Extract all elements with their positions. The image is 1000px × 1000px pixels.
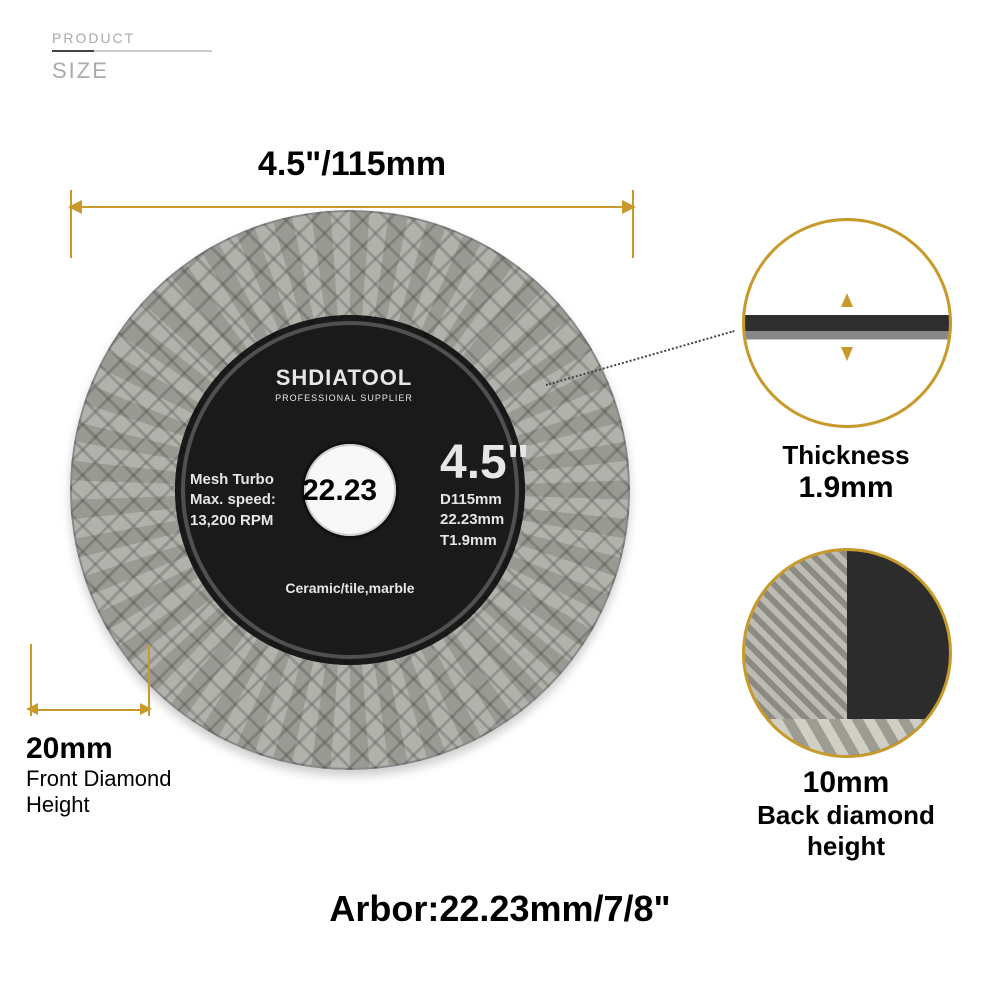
spec-t: T1.9mm [440,531,590,551]
front-height-dimline [26,700,196,720]
brand-name: SHDIATOOL [276,365,413,390]
disc-materials: Ceramic/tile,marble [70,580,630,596]
back-height-value: 10mm [716,766,976,800]
saw-blade-disc: SHDIATOOL PROFESSIONAL SUPPLIER Mesh Tur… [70,210,630,770]
spec-d: D115mm [440,490,590,510]
spec-diameter-in: 4.5" [440,436,529,489]
detail-thickness-circle [742,218,952,428]
spec-maxspeed-value: 13,200 RPM [190,512,273,529]
header: PRODUCT SIZE [52,30,212,84]
thickness-caption: Thickness 1.9mm [716,440,976,505]
detail-back-height-circle [742,548,952,758]
disc-right-spec: 4.5" D115mm 22.23mm T1.9mm [440,435,590,551]
up-arrow-icon [841,293,853,307]
header-category: PRODUCT [52,30,212,52]
back-height-label: Back diamond height [716,800,976,862]
down-arrow-icon [841,347,853,361]
disc-illustration: SHDIATOOL PROFESSIONAL SUPPLIER Mesh Tur… [70,210,630,770]
front-height-label: Front Diamond Height [26,766,196,818]
spec-arbor: 22.23mm [440,510,590,530]
spec-maxspeed-label: Max. speed: [190,491,276,508]
thickness-title: Thickness [716,440,976,471]
front-height-value: 20mm [26,732,196,766]
arbor-center-value: 22.23 [302,474,377,508]
disc-brand: SHDIATOOL PROFESSIONAL SUPPLIER [64,365,624,403]
back-height-caption: 10mm Back diamond height [716,766,976,862]
front-diamond-height: 20mm Front Diamond Height [26,700,196,818]
thickness-value: 1.9mm [716,471,976,505]
arbor-caption: Arbor:22.23mm/7/8" [0,888,1000,930]
brand-tagline: PROFESSIONAL SUPPLIER [64,393,624,403]
spec-mesh: Mesh Turbo [190,471,274,488]
header-section: SIZE [52,58,212,84]
diameter-label: 4.5"/115mm [68,145,636,184]
